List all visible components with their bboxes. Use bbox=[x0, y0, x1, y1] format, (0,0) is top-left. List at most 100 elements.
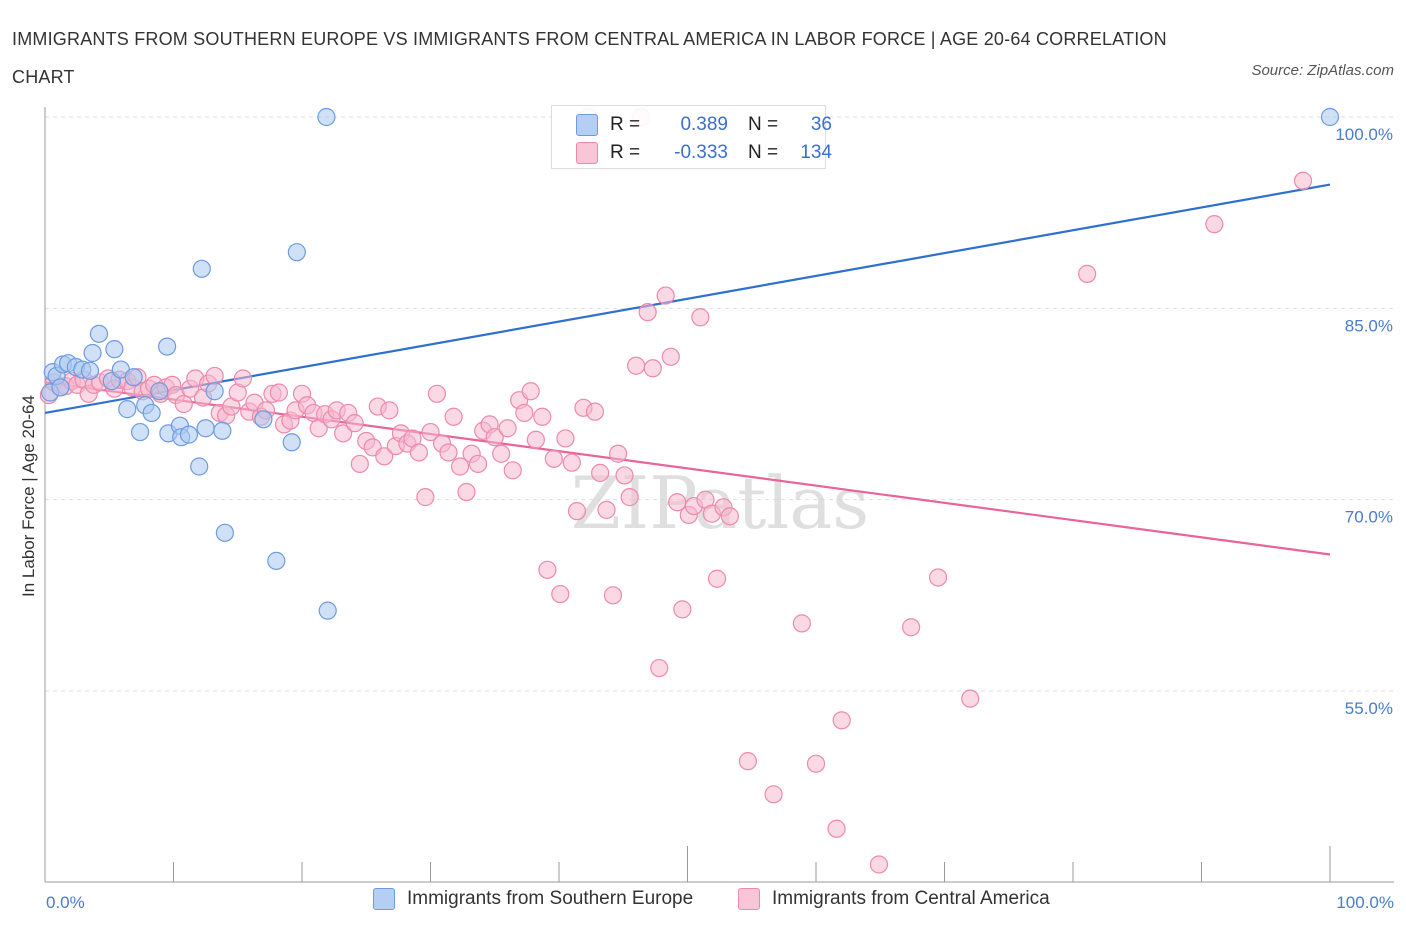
point-central-america bbox=[334, 424, 353, 443]
legend-label: Immigrants from Central America bbox=[772, 888, 1050, 909]
point-central-america bbox=[792, 614, 811, 633]
point-central-america bbox=[764, 785, 783, 804]
legend-r-label: R = bbox=[610, 142, 641, 163]
legend-n-value: 134 bbox=[800, 142, 832, 163]
point-southern-europe bbox=[150, 382, 169, 401]
point-central-america bbox=[738, 752, 757, 771]
point-central-america bbox=[233, 369, 252, 388]
point-central-america bbox=[538, 560, 557, 579]
point-central-america bbox=[380, 401, 399, 420]
point-central-america bbox=[439, 443, 458, 462]
point-central-america bbox=[961, 689, 980, 708]
chart-title: IMMIGRANTS FROM SOUTHERN EUROPE VS IMMIG… bbox=[12, 29, 1167, 87]
point-central-america bbox=[691, 308, 710, 327]
point-central-america bbox=[416, 488, 435, 507]
y-tick-label: 70.0% bbox=[1345, 508, 1393, 527]
point-central-america bbox=[375, 447, 394, 466]
point-southern-europe bbox=[80, 361, 100, 380]
point-southern-europe bbox=[179, 425, 199, 444]
point-central-america bbox=[350, 454, 369, 474]
legend-n-label: N = bbox=[748, 114, 779, 135]
point-central-america bbox=[1205, 215, 1224, 234]
point-central-america bbox=[345, 414, 364, 433]
point-central-america bbox=[468, 454, 488, 474]
point-central-america bbox=[450, 457, 470, 476]
point-central-america bbox=[832, 711, 851, 730]
legend-swatch-blue bbox=[373, 888, 395, 910]
point-southern-europe bbox=[89, 324, 109, 343]
point-central-america bbox=[427, 384, 447, 403]
point-central-america bbox=[673, 600, 692, 619]
x-tick-label-max: 100.0% bbox=[1336, 893, 1394, 912]
trend-line-southern-europe bbox=[44, 183, 1331, 415]
point-southern-europe bbox=[142, 403, 161, 423]
point-central-america bbox=[626, 356, 646, 375]
y-tick-label: 100.0% bbox=[1335, 125, 1393, 144]
point-central-america bbox=[526, 430, 545, 449]
data-points bbox=[39, 107, 1340, 874]
point-central-america bbox=[556, 429, 575, 448]
legend-swatch-pink bbox=[576, 142, 598, 164]
point-central-america bbox=[544, 449, 563, 468]
point-central-america bbox=[1078, 264, 1097, 283]
y-tick-label: 85.0% bbox=[1345, 316, 1393, 335]
point-central-america bbox=[551, 584, 570, 604]
point-southern-europe bbox=[267, 551, 286, 570]
point-central-america bbox=[492, 444, 511, 463]
point-southern-europe bbox=[213, 421, 232, 440]
point-southern-europe bbox=[282, 433, 301, 452]
point-southern-europe bbox=[51, 378, 70, 397]
legend-row-central-america: R = -0.333 N = 134 bbox=[576, 140, 832, 166]
legend-item-southern-europe: Immigrants from Southern Europe bbox=[373, 888, 693, 910]
series-legend: Immigrants from Southern Europe Immigran… bbox=[0, 888, 1406, 916]
axes bbox=[44, 107, 1394, 883]
point-southern-europe bbox=[124, 368, 143, 387]
point-southern-europe bbox=[118, 400, 137, 419]
point-southern-europe bbox=[318, 601, 337, 620]
point-southern-europe bbox=[192, 259, 211, 278]
point-central-america bbox=[806, 754, 826, 773]
point-central-america bbox=[609, 444, 628, 463]
point-central-america bbox=[485, 428, 504, 447]
point-central-america bbox=[901, 618, 921, 637]
legend-item-central-america: Immigrants from Central America bbox=[738, 888, 1050, 910]
legend-r-label: R = bbox=[610, 114, 641, 135]
legend-n-value: 36 bbox=[810, 114, 832, 135]
point-central-america bbox=[533, 407, 552, 426]
point-central-america bbox=[720, 507, 740, 526]
legend-swatch-blue bbox=[576, 114, 598, 136]
point-southern-europe bbox=[254, 410, 273, 429]
point-central-america bbox=[615, 466, 634, 485]
x-tick-label-min: 0.0% bbox=[46, 893, 85, 912]
point-central-america bbox=[643, 359, 662, 378]
point-central-america bbox=[869, 855, 889, 874]
point-central-america bbox=[827, 819, 846, 838]
point-central-america bbox=[591, 463, 610, 482]
legend-r-value: 0.389 bbox=[680, 114, 728, 135]
point-central-america bbox=[521, 382, 540, 401]
point-southern-europe bbox=[190, 457, 209, 476]
legend-r-value: -0.333 bbox=[674, 142, 728, 163]
point-central-america bbox=[707, 569, 727, 588]
point-southern-europe bbox=[317, 107, 336, 127]
point-central-america bbox=[567, 502, 587, 521]
y-axis-label: In Labor Force | Age 20-64 bbox=[19, 395, 38, 597]
point-central-america bbox=[638, 303, 657, 322]
point-central-america bbox=[498, 419, 517, 438]
point-southern-europe bbox=[157, 337, 177, 356]
point-central-america bbox=[656, 286, 675, 305]
point-southern-europe bbox=[105, 340, 124, 359]
point-southern-europe bbox=[1320, 107, 1340, 127]
point-central-america bbox=[503, 461, 522, 480]
point-central-america bbox=[457, 482, 476, 502]
point-southern-europe bbox=[215, 523, 234, 542]
point-central-america bbox=[661, 347, 680, 366]
stats-legend: R = 0.389 N = 36 R = -0.333 N = 134 bbox=[551, 105, 832, 169]
point-central-america bbox=[620, 488, 639, 507]
point-central-america bbox=[444, 407, 463, 426]
point-central-america bbox=[603, 586, 623, 605]
legend-row-southern-europe: R = 0.389 N = 36 bbox=[576, 112, 832, 138]
point-central-america bbox=[421, 422, 440, 442]
point-central-america bbox=[269, 383, 288, 402]
